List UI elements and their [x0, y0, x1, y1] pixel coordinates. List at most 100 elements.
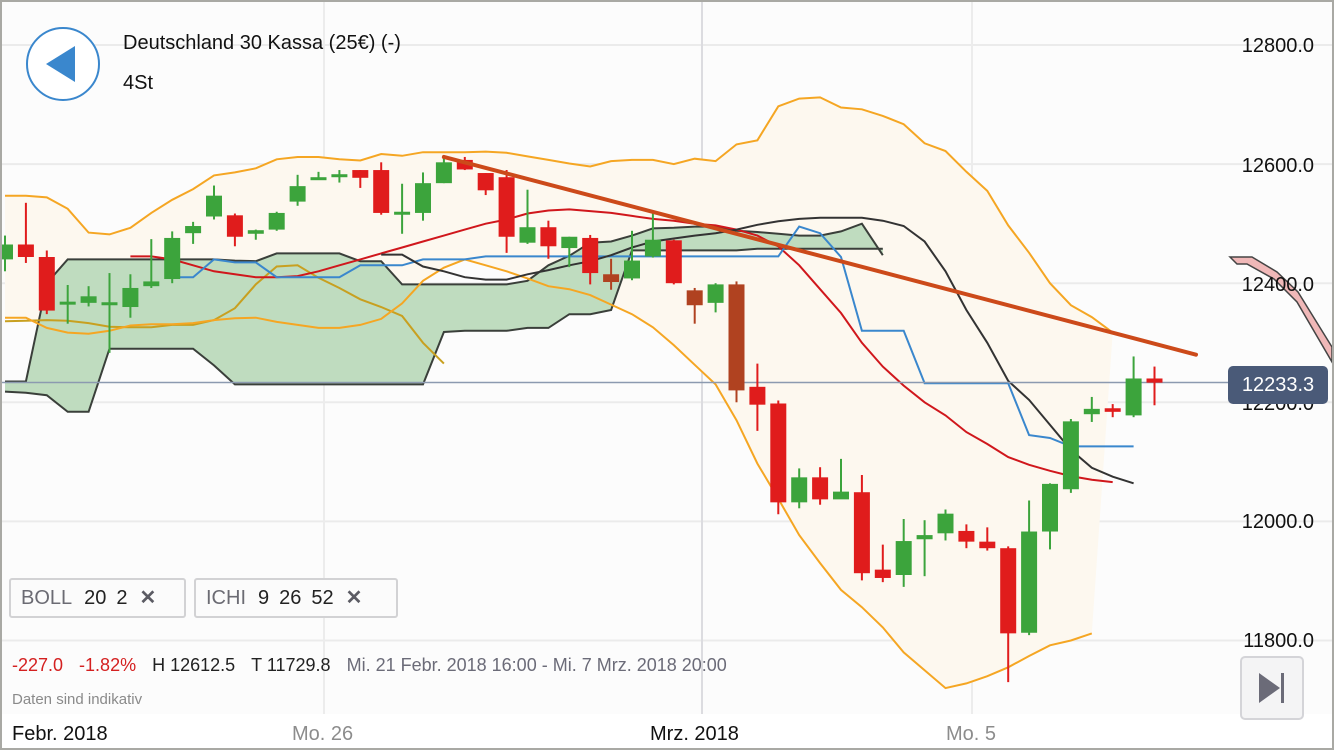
candle-body	[268, 212, 285, 230]
candle-body	[770, 403, 787, 503]
candle-body	[1021, 531, 1038, 633]
candle-body	[226, 215, 243, 237]
candle-body	[582, 237, 599, 274]
candle-body	[707, 284, 724, 303]
close-x-icon[interactable]: ✕	[139, 587, 157, 609]
candle-body	[1104, 408, 1121, 412]
candle-body	[185, 226, 202, 234]
candle-body	[352, 170, 369, 178]
indicator-name: BOLL	[21, 587, 73, 609]
candle-body	[164, 237, 181, 280]
candle-body	[853, 492, 870, 574]
x-axis-label: Mrz. 2018	[642, 723, 747, 746]
candle-body	[1062, 421, 1079, 490]
instrument-title: Deutschland 30 Kassa (25€) (-)	[123, 32, 401, 54]
candle-body	[624, 260, 640, 279]
close-x-icon[interactable]: ✕	[345, 587, 363, 609]
candle-body	[2, 244, 13, 260]
stats-bar: -227.0 -1.82% H 12612.5 T 11729.8 Mi. 21 Feb…	[12, 655, 743, 676]
candle-body	[1042, 483, 1058, 532]
candle-body	[80, 296, 97, 303]
candle-body	[143, 281, 160, 287]
candle-body	[665, 240, 682, 284]
indicator-param: 2	[116, 587, 128, 609]
candle-body	[749, 386, 766, 405]
y-axis-label: 11800.0	[1243, 630, 1314, 652]
ichimoku-cloud	[5, 223, 883, 412]
indicator-chip-boll[interactable]: BOLL 20 2 ✕	[9, 578, 186, 618]
bollinger-lower	[5, 258, 1093, 690]
candle-body	[1146, 378, 1163, 383]
candle-body	[644, 239, 661, 257]
kijun-line	[381, 216, 1134, 485]
current-price-badge: 12233.3	[1228, 366, 1328, 404]
y-axis-label: 12800.0	[1241, 35, 1314, 57]
candle-body	[1000, 548, 1017, 634]
candle-body	[603, 274, 620, 283]
candle-body	[812, 477, 829, 500]
trendline	[441, 154, 1198, 357]
candle-body	[435, 162, 452, 184]
candle-body	[289, 186, 306, 202]
candle-body	[373, 170, 390, 213]
timeframe-label: 4St	[123, 72, 154, 94]
indicator-param: 9	[258, 587, 270, 609]
low-value: T 11729.8	[251, 655, 331, 675]
chikou-line	[4, 264, 445, 365]
candle-body	[895, 541, 912, 575]
candle-body	[206, 195, 222, 217]
x-axis-label: Mo. 5	[946, 723, 997, 745]
candle-body	[247, 230, 264, 234]
skip-to-end-icon	[1259, 673, 1284, 703]
disclaimer: Daten sind indikativ	[12, 691, 143, 708]
indicator-name: ICHI	[206, 587, 246, 609]
candle-body	[791, 477, 808, 503]
candle-body	[958, 530, 975, 542]
scroll-to-end-button[interactable]	[1240, 656, 1304, 720]
high-value: H 12612.5	[152, 655, 236, 675]
candle-body	[394, 211, 411, 215]
candle-body	[728, 284, 745, 391]
candle-body	[561, 236, 578, 249]
senkou-span-b	[4, 247, 883, 413]
back-triangle-icon	[46, 46, 75, 82]
back-button[interactable]	[26, 27, 100, 101]
candle-body	[331, 174, 348, 178]
indicator-param: 20	[84, 587, 107, 609]
candle-body	[937, 513, 954, 534]
candle-body	[519, 227, 536, 243]
candle-body	[17, 244, 34, 257]
indicator-chip-ichi[interactable]: ICHI 9 26 52 ✕	[194, 578, 398, 618]
bollinger-upper	[5, 96, 1114, 334]
candle-body	[833, 491, 849, 500]
ichimoku-cloud-bearish	[1228, 256, 1332, 364]
indicator-param: 26	[279, 587, 302, 609]
candle-body	[415, 183, 431, 213]
x-axis: Febr. 2018 Mo. 26 Mrz. 2018 Mo. 5	[2, 714, 1332, 748]
candle-body	[540, 227, 557, 247]
indicator-param: 52	[311, 587, 334, 609]
candle-body	[101, 302, 118, 306]
candle-body	[310, 177, 327, 181]
candle-body	[686, 290, 703, 306]
y-axis-label: 12000.0	[1241, 511, 1314, 533]
y-axis-label: 12600.0	[1241, 155, 1314, 177]
candle-body	[874, 569, 891, 578]
y-axis-label: 12400.0	[1241, 274, 1314, 296]
candle-body	[59, 301, 76, 305]
candle-body	[1083, 408, 1100, 415]
candle-body	[979, 541, 996, 549]
candle-body	[1125, 378, 1142, 416]
change-percent: -1.82%	[79, 655, 137, 675]
x-axis-label: Mo. 26	[292, 723, 354, 745]
candle-body	[456, 159, 473, 170]
change-value: -227.0	[12, 655, 64, 675]
candle-body	[477, 173, 494, 191]
candle-body	[38, 256, 55, 311]
candle-body	[916, 535, 933, 540]
date-range: Mi. 21 Febr. 2018 16:00 - Mi. 7 Mrz. 201…	[346, 655, 727, 675]
candle-body	[122, 287, 139, 308]
candle-body	[498, 177, 515, 237]
